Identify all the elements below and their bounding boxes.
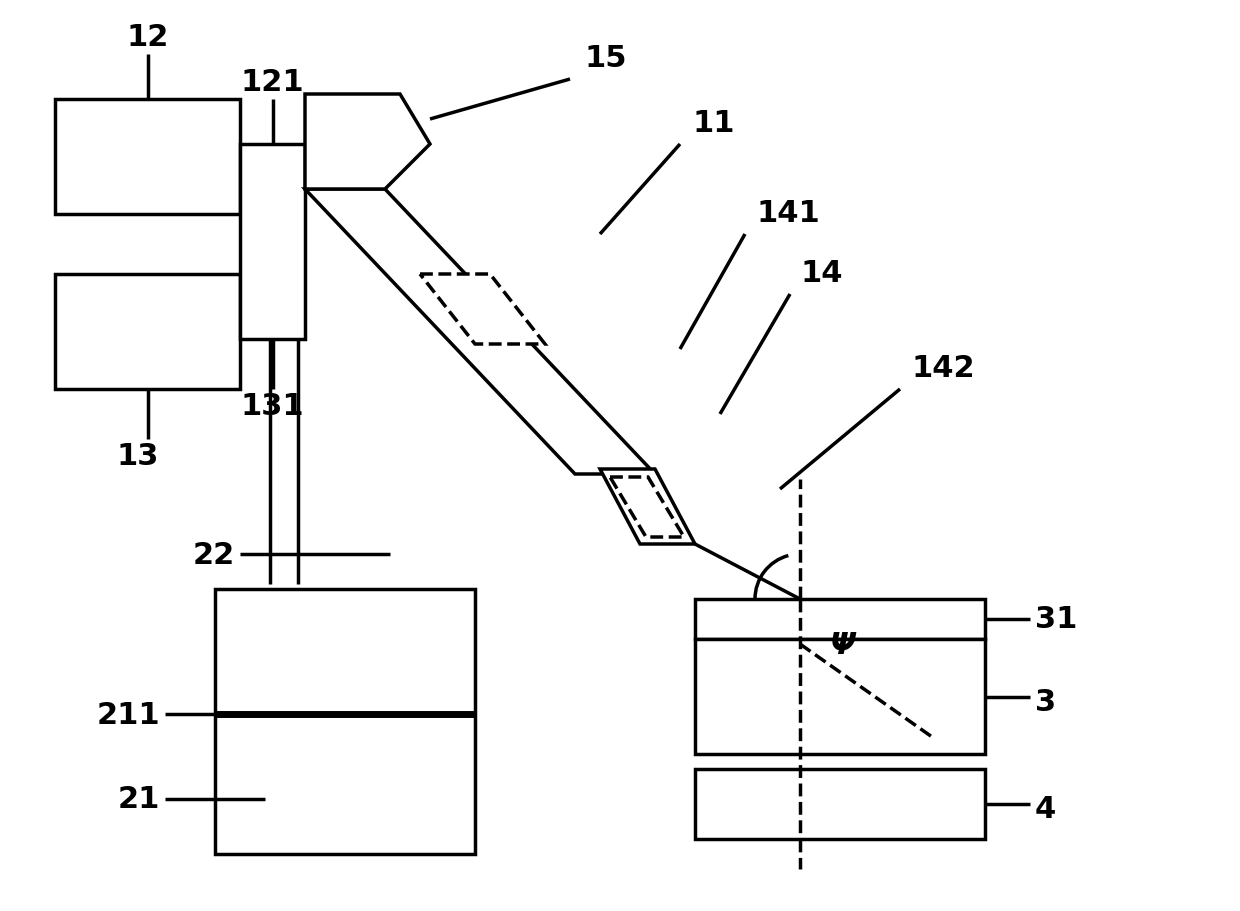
Text: Ψ: Ψ	[830, 630, 856, 659]
Text: 13: 13	[117, 442, 159, 470]
Bar	[55, 275, 241, 390]
Text: 141: 141	[756, 199, 821, 228]
Text: 12: 12	[126, 23, 169, 52]
Bar	[694, 599, 985, 640]
Text: 22: 22	[192, 540, 236, 568]
Polygon shape	[420, 275, 546, 344]
Text: 31: 31	[1035, 605, 1078, 634]
Text: 21: 21	[118, 784, 160, 814]
Text: 131: 131	[241, 392, 304, 421]
Polygon shape	[600, 469, 694, 545]
Bar	[215, 589, 475, 855]
Text: 121: 121	[241, 68, 304, 97]
Polygon shape	[610, 477, 684, 537]
Text: 11: 11	[692, 109, 734, 138]
Bar	[241, 145, 305, 340]
Text: 14: 14	[800, 259, 842, 288]
Text: 15: 15	[585, 44, 627, 73]
Bar	[694, 640, 985, 754]
Text: 4: 4	[1035, 794, 1056, 824]
Text: 142: 142	[911, 353, 976, 383]
Text: 211: 211	[97, 700, 160, 729]
Bar	[694, 769, 985, 839]
Polygon shape	[305, 95, 430, 189]
Bar	[55, 100, 241, 215]
Text: 3: 3	[1035, 687, 1056, 716]
Polygon shape	[305, 189, 655, 475]
